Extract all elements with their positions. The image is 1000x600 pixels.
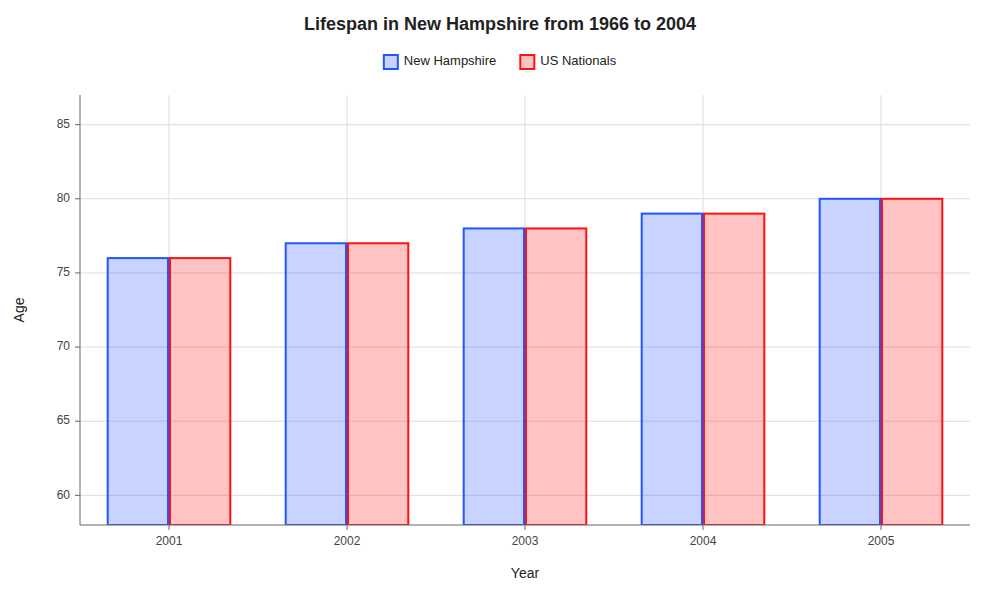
y-tick <box>75 198 80 199</box>
y-tick-label: 85 <box>57 117 71 131</box>
x-tick <box>347 525 348 530</box>
title: Lifespan in New Hampshire from 1966 to 2… <box>304 14 696 34</box>
y-tick-label: 70 <box>57 339 71 353</box>
page: {"chart_data": {"type": "bar", "title": … <box>0 0 1000 600</box>
x-tick-label: 2005 <box>868 534 895 548</box>
x-tick-label: 2002 <box>334 534 361 548</box>
legend-item: US Nationals <box>520 53 616 69</box>
bar <box>526 228 586 525</box>
y-tick <box>75 272 80 273</box>
grid <box>80 95 970 525</box>
x-axis-line <box>80 525 970 526</box>
x-axis-label: Year <box>511 565 540 581</box>
y-tick-label: 60 <box>57 488 71 502</box>
y-axis-line <box>80 95 81 525</box>
x-tick-label: 2001 <box>156 534 183 548</box>
chart-container: 60 65 70 75 80 85 2001 2002 2003 2004 2005 Lifespan… <box>0 0 1000 600</box>
y-tick <box>75 421 80 422</box>
x-tick-label: 2004 <box>690 534 717 548</box>
bar <box>820 199 880 525</box>
bar <box>348 243 408 525</box>
y-tick-label: 65 <box>57 413 71 427</box>
legend-swatch <box>384 55 398 69</box>
bar <box>642 214 702 525</box>
bar <box>170 258 230 525</box>
bar <box>286 243 346 525</box>
y-tick-label: 75 <box>57 265 71 279</box>
x-tick-label: 2003 <box>512 534 539 548</box>
legend-label: US Nationals <box>540 53 616 68</box>
chart-svg: 60 65 70 75 80 85 2001 2002 2003 2004 2005 Lifespan… <box>0 0 1000 600</box>
x-tick <box>169 525 170 530</box>
bars <box>108 199 943 525</box>
legend: New Hampshire US Nationals <box>384 53 617 69</box>
x-tick <box>703 525 704 530</box>
y-tick <box>75 124 80 125</box>
x-tick <box>881 525 882 530</box>
y-tick <box>75 347 80 348</box>
bar <box>882 199 942 525</box>
y-axis-label: Age <box>11 297 27 322</box>
y-tick-label: 80 <box>57 191 71 205</box>
bar <box>108 258 168 525</box>
bar <box>704 214 764 525</box>
x-tick <box>525 525 526 530</box>
y-tick <box>75 495 80 496</box>
legend-item: New Hampshire <box>384 53 496 69</box>
bar <box>464 228 524 525</box>
legend-label: New Hampshire <box>404 53 496 68</box>
legend-swatch <box>520 55 534 69</box>
